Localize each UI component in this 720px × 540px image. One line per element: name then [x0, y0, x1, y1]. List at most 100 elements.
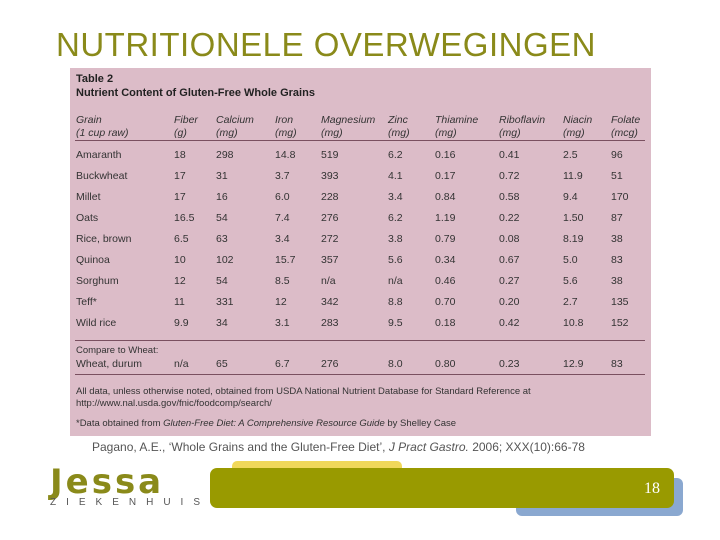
compare-cell-zinc: 8.0	[388, 358, 403, 370]
header-rule	[75, 140, 645, 141]
column-header-line: Riboflavin	[499, 114, 546, 126]
column-header-line: Folate	[611, 114, 641, 126]
footnote-source-suffix: by Shelley Case	[384, 418, 457, 429]
table-cell-magnesium: 357	[321, 254, 339, 266]
table-cell-calcium: 102	[216, 254, 234, 266]
table-cell-riboflavin: 0.41	[499, 149, 520, 161]
table-cell-iron: 3.4	[275, 233, 290, 245]
table-cell-zinc: 6.2	[388, 212, 403, 224]
table-cell-thiamine: 1.19	[435, 212, 456, 224]
table-cell-folate: 152	[611, 317, 629, 329]
table-cell-calcium: 16	[216, 191, 228, 203]
table-cell-folate: 135	[611, 296, 629, 308]
table-cell-niacin: 10.8	[563, 317, 584, 329]
table-cell-riboflavin: 0.67	[499, 254, 520, 266]
table-cell-fiber: 6.5	[174, 233, 189, 245]
citation-authors: Pagano, A.E., ‘Whole Grains and the Glut…	[92, 440, 389, 454]
table-cell-fiber: 10	[174, 254, 186, 266]
grain-name-cell: Millet	[76, 191, 101, 203]
table-cell-riboflavin: 0.27	[499, 275, 520, 287]
table-cell-zinc: n/a	[388, 275, 403, 287]
table-cell-niacin: 9.4	[563, 191, 578, 203]
table-cell-riboflavin: 0.08	[499, 233, 520, 245]
table-cell-niacin: 11.9	[563, 170, 583, 182]
table-cell-folate: 38	[611, 233, 623, 245]
table-cell-folate: 83	[611, 254, 623, 266]
table-cell-zinc: 9.5	[388, 317, 403, 329]
table-cell-magnesium: 228	[321, 191, 339, 203]
column-header-line: (1 cup raw)	[76, 127, 129, 139]
grain-name-cell: Quinoa	[76, 254, 110, 266]
slide-title: NUTRITIONELE OVERWEGINGEN	[56, 26, 596, 63]
column-header-line: (mg)	[388, 127, 410, 139]
table-cell-iron: 3.1	[275, 317, 290, 329]
table-cell-zinc: 4.1	[388, 170, 403, 182]
jessa-logo-subtitle: ZIEKENHUIS	[50, 497, 211, 508]
table-cell-thiamine: 0.17	[435, 170, 456, 182]
column-header-riboflavin: Riboflavin (mg)	[499, 114, 545, 140]
column-header-zinc: Zinc (mg)	[388, 114, 410, 140]
citation: Pagano, A.E., ‘Whole Grains and the Glut…	[92, 440, 585, 454]
table-cell-riboflavin: 0.22	[499, 212, 520, 224]
table-cell-thiamine: 0.16	[435, 149, 456, 161]
table-cell-fiber: 9.9	[174, 317, 189, 329]
footnote-source-prefix: *Data obtained from	[76, 418, 164, 429]
table-cell-zinc: 3.8	[388, 233, 403, 245]
column-header-line: Grain	[76, 114, 102, 126]
footnote-source: *Data obtained from Gluten-Free Diet: A …	[76, 418, 456, 429]
citation-details: 2006; XXX(10):66-78	[468, 440, 585, 454]
table-cell-calcium: 54	[216, 275, 228, 287]
table-cell-thiamine: 0.46	[435, 275, 456, 287]
column-header-line: Zinc	[388, 114, 408, 126]
table-cell-iron: 8.5	[275, 275, 290, 287]
grain-name-cell: Amaranth	[76, 149, 122, 161]
column-header-line: Niacin	[563, 114, 593, 126]
jessa-logo: Jessa	[50, 462, 165, 502]
column-header-line: (mg)	[321, 127, 343, 139]
table-cell-fiber: 17	[174, 191, 186, 203]
table-cell-magnesium: n/a	[321, 275, 336, 287]
table-cell-thiamine: 0.84	[435, 191, 456, 203]
column-header-line: Fiber	[174, 114, 198, 126]
table-cell-iron: 6.0	[275, 191, 290, 203]
table-cell-magnesium: 283	[321, 317, 339, 329]
column-header-line: (mg)	[435, 127, 457, 139]
table-cell-iron: 7.4	[275, 212, 290, 224]
page-number: 18	[644, 480, 660, 497]
table-cell-folate: 96	[611, 149, 623, 161]
table-cell-fiber: 17	[174, 170, 186, 182]
table-cell-niacin: 5.0	[563, 254, 578, 266]
table-cell-iron: 3.7	[275, 170, 290, 182]
footnote-source-title: Gluten-Free Diet: A Comprehensive Resour…	[163, 418, 385, 429]
column-header-line: Iron	[275, 114, 294, 126]
compare-cell-niacin: 12.9	[563, 358, 584, 370]
column-header-line: (mcg)	[611, 127, 638, 139]
column-header-line: (mg)	[563, 127, 585, 139]
compare-grain-cell: Wheat, durum	[76, 358, 142, 370]
citation-journal: J Pract Gastro.	[388, 440, 469, 454]
table-cell-magnesium: 272	[321, 233, 339, 245]
column-header-line: Thiamine	[435, 114, 479, 126]
compare-cell-folate: 83	[611, 358, 623, 370]
column-header-line: (mg)	[216, 127, 238, 139]
table-cell-fiber: 18	[174, 149, 186, 161]
footer-rule	[75, 374, 645, 375]
table-cell-thiamine: 0.79	[435, 233, 456, 245]
footnote-usda-line2: http://www.nal.usda.gov/fnic/foodcomp/se…	[76, 398, 272, 409]
column-header-niacin: Niacin (mg)	[563, 114, 592, 140]
column-header-line: (g)	[174, 127, 187, 139]
column-header-grain: Grain (1 cup raw)	[76, 114, 129, 140]
table-cell-thiamine: 0.70	[435, 296, 456, 308]
body-rule	[75, 340, 645, 341]
column-header-calcium: Calcium (mg)	[216, 114, 254, 140]
table-cell-riboflavin: 0.42	[499, 317, 520, 329]
table-cell-zinc: 6.2	[388, 149, 403, 161]
column-header-folate: Folate (mcg)	[611, 114, 640, 140]
compare-cell-fiber: n/a	[174, 358, 189, 370]
table-cell-iron: 15.7	[275, 254, 296, 266]
table-cell-calcium: 298	[216, 149, 234, 161]
table-cell-magnesium: 342	[321, 296, 339, 308]
table-cell-niacin: 2.7	[563, 296, 578, 308]
compare-cell-thiamine: 0.80	[435, 358, 456, 370]
table-cell-zinc: 5.6	[388, 254, 403, 266]
